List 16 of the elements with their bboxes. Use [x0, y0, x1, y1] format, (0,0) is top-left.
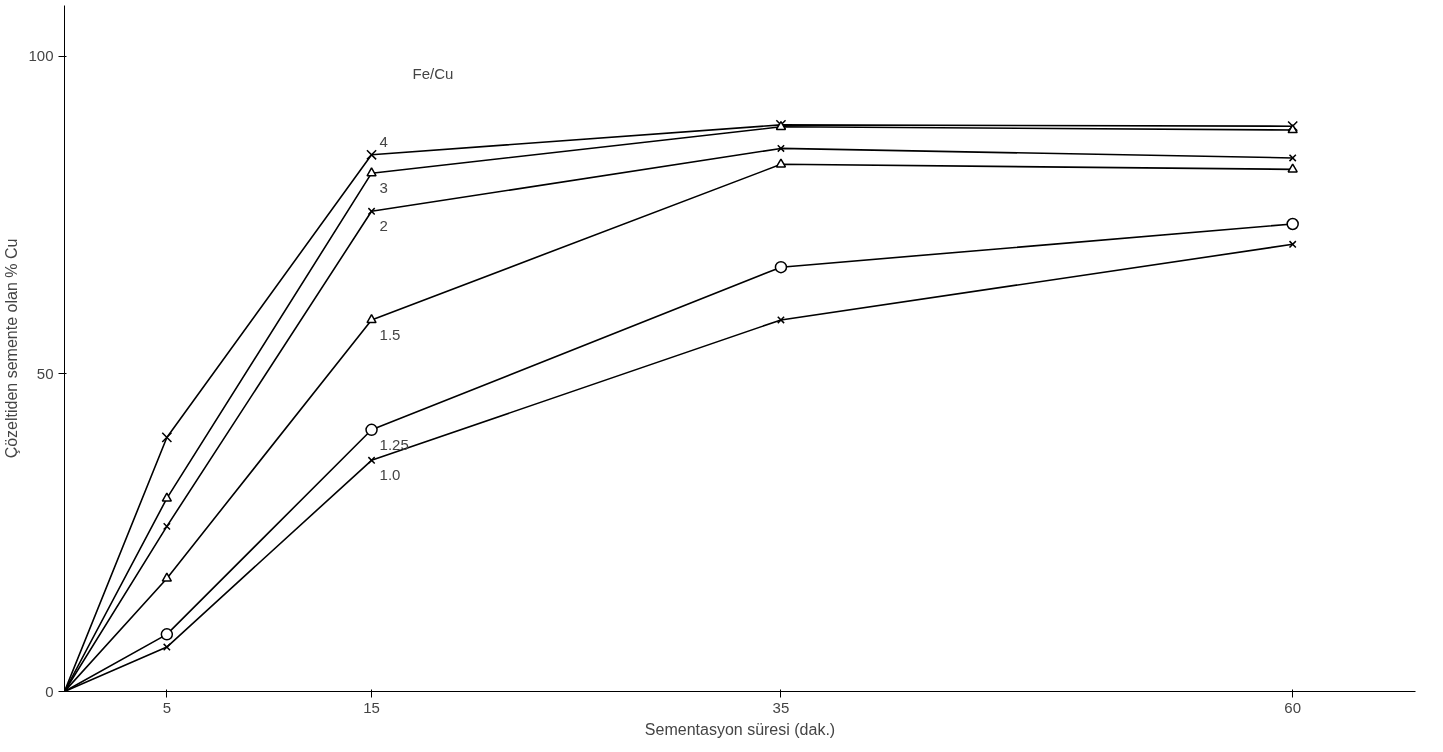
x-tick-label: 60 — [1284, 698, 1302, 716]
y-tick-label: 50 — [36, 364, 54, 382]
y-tick-label: 100 — [28, 47, 54, 65]
series-label: 1.0 — [379, 466, 401, 484]
y-axis-title: Çözeltiden semente olan % Cu — [3, 238, 21, 459]
x-tick-label: 5 — [162, 698, 172, 716]
series-label: 1.25 — [379, 435, 409, 453]
x-axis-title: Sementasyon süresi (dak.) — [644, 720, 836, 738]
series-label: 4 — [379, 132, 388, 150]
series-label: 3 — [379, 179, 388, 197]
y-tick-label: 0 — [45, 682, 54, 700]
series-label: 2 — [379, 217, 388, 235]
annotation: Fe/Cu — [412, 64, 454, 82]
series-label: 1.5 — [379, 325, 401, 343]
x-tick-label: 15 — [363, 698, 380, 716]
x-tick-label: 35 — [772, 698, 790, 716]
